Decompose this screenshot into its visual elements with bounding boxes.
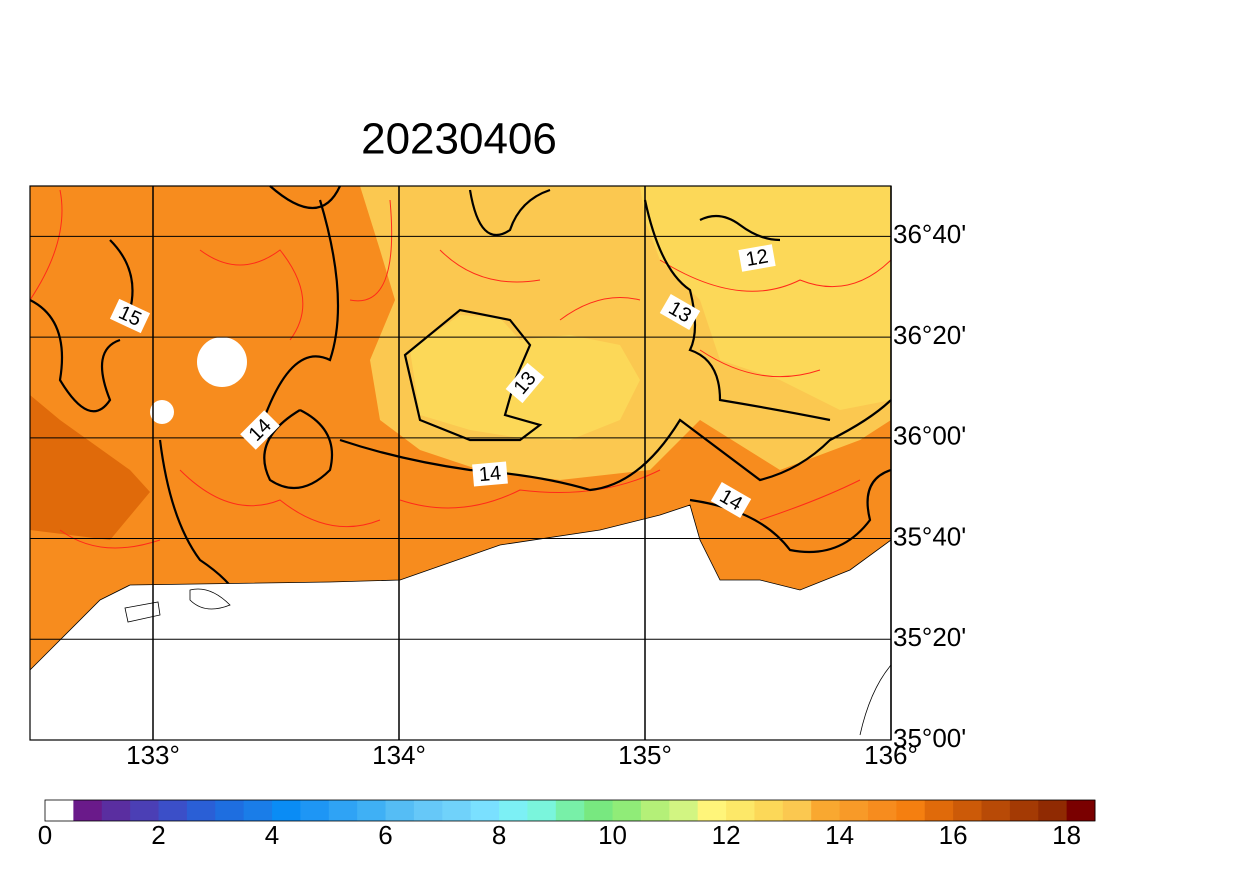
sea-cool [640,186,891,410]
land [29,337,892,740]
colorbar-label: 12 [712,820,741,850]
colorbar-box [697,800,727,821]
colorbar-box [726,800,755,821]
colorbar-box [896,800,926,821]
colorbar-box [385,800,415,821]
contour-label-box [505,362,545,404]
colorbar-box [300,800,330,821]
lat-label: 35°00' [893,723,966,753]
colorbar-label: 14 [825,820,854,850]
contour-label-box [738,244,776,272]
coastline [124,588,892,736]
colorbar-label: 0 [38,820,52,850]
colorbar-box [953,800,982,821]
colorbar: 0 2 4 6 8 10 12 14 16 18 [38,799,1096,850]
colorbar-box [499,800,528,821]
lat-label: 36°00' [893,421,966,451]
contour-label-text: 12 [744,246,770,272]
colorbar-box [328,800,358,821]
colorbar-box [101,800,131,821]
isotherms [29,185,892,601]
contour-label-box [472,461,508,487]
colorbar-label: 10 [598,820,627,850]
lat-label: 35°40' [893,521,966,551]
colorbar-box [811,800,841,821]
colorbar-box [186,800,216,821]
island [150,400,174,424]
contour-label-box [710,481,752,519]
colorbar-frame [44,799,1096,822]
colorbar-box [924,800,954,821]
colorbar-box [1038,800,1068,821]
colorbar-box [413,800,443,821]
title: 20230406 [361,115,557,164]
colorbar-box [555,800,585,821]
colorbar-box [1066,800,1096,821]
colorbar-box [981,800,1011,821]
colorbar-box [470,800,500,821]
colorbar-box [527,800,557,821]
colorbar-box [584,800,614,821]
mainland [30,505,891,740]
lon-label: 133° [126,740,180,770]
contour-label-box [109,298,151,334]
contour-label: 12 [738,244,776,272]
lon-label: 136° [864,740,918,770]
graticule: 133° 134° 135° 136°35°00' 35°20' 35°40' 36°00'… [30,186,966,770]
colorbar-label: 8 [492,820,506,850]
colorbar-box [782,800,812,821]
colorbar-box [669,800,699,821]
contour-label-box [240,410,280,450]
lat-label: 35°20' [893,622,966,652]
colorbar-box [640,800,670,821]
colorbar-box [867,800,897,821]
sea-hot [30,395,150,540]
coastline [29,504,892,671]
colorbar-box [839,800,869,821]
colorbar-label: 4 [265,820,279,850]
contour-label: 14 [472,461,508,487]
colorbar-label: 16 [939,820,968,850]
colorbar-box [130,800,160,821]
colorbar-box [442,800,472,821]
colorbar-box [45,800,74,821]
colorbar-box [158,800,188,821]
colorbar-box [215,800,245,821]
colorbar-box [754,800,784,821]
island [197,337,247,387]
lon-label: 135° [618,740,672,770]
colorbar-box [272,800,301,821]
colorbar-box [1009,800,1039,821]
contour-label-text: 14 [478,462,502,486]
lon-label: 134° [372,740,426,770]
colorbar-label: 18 [1052,820,1081,850]
lat-label: 36°20' [893,320,966,350]
colorbar-label: 2 [151,820,165,850]
colorbar-box [243,800,273,821]
colorbar-box [612,800,642,821]
contour-label-box [659,293,701,331]
colorbar-box [357,800,387,821]
colorbar-label: 6 [378,820,392,850]
lat-label: 36°40' [893,219,966,249]
colorbar-box [73,800,103,821]
